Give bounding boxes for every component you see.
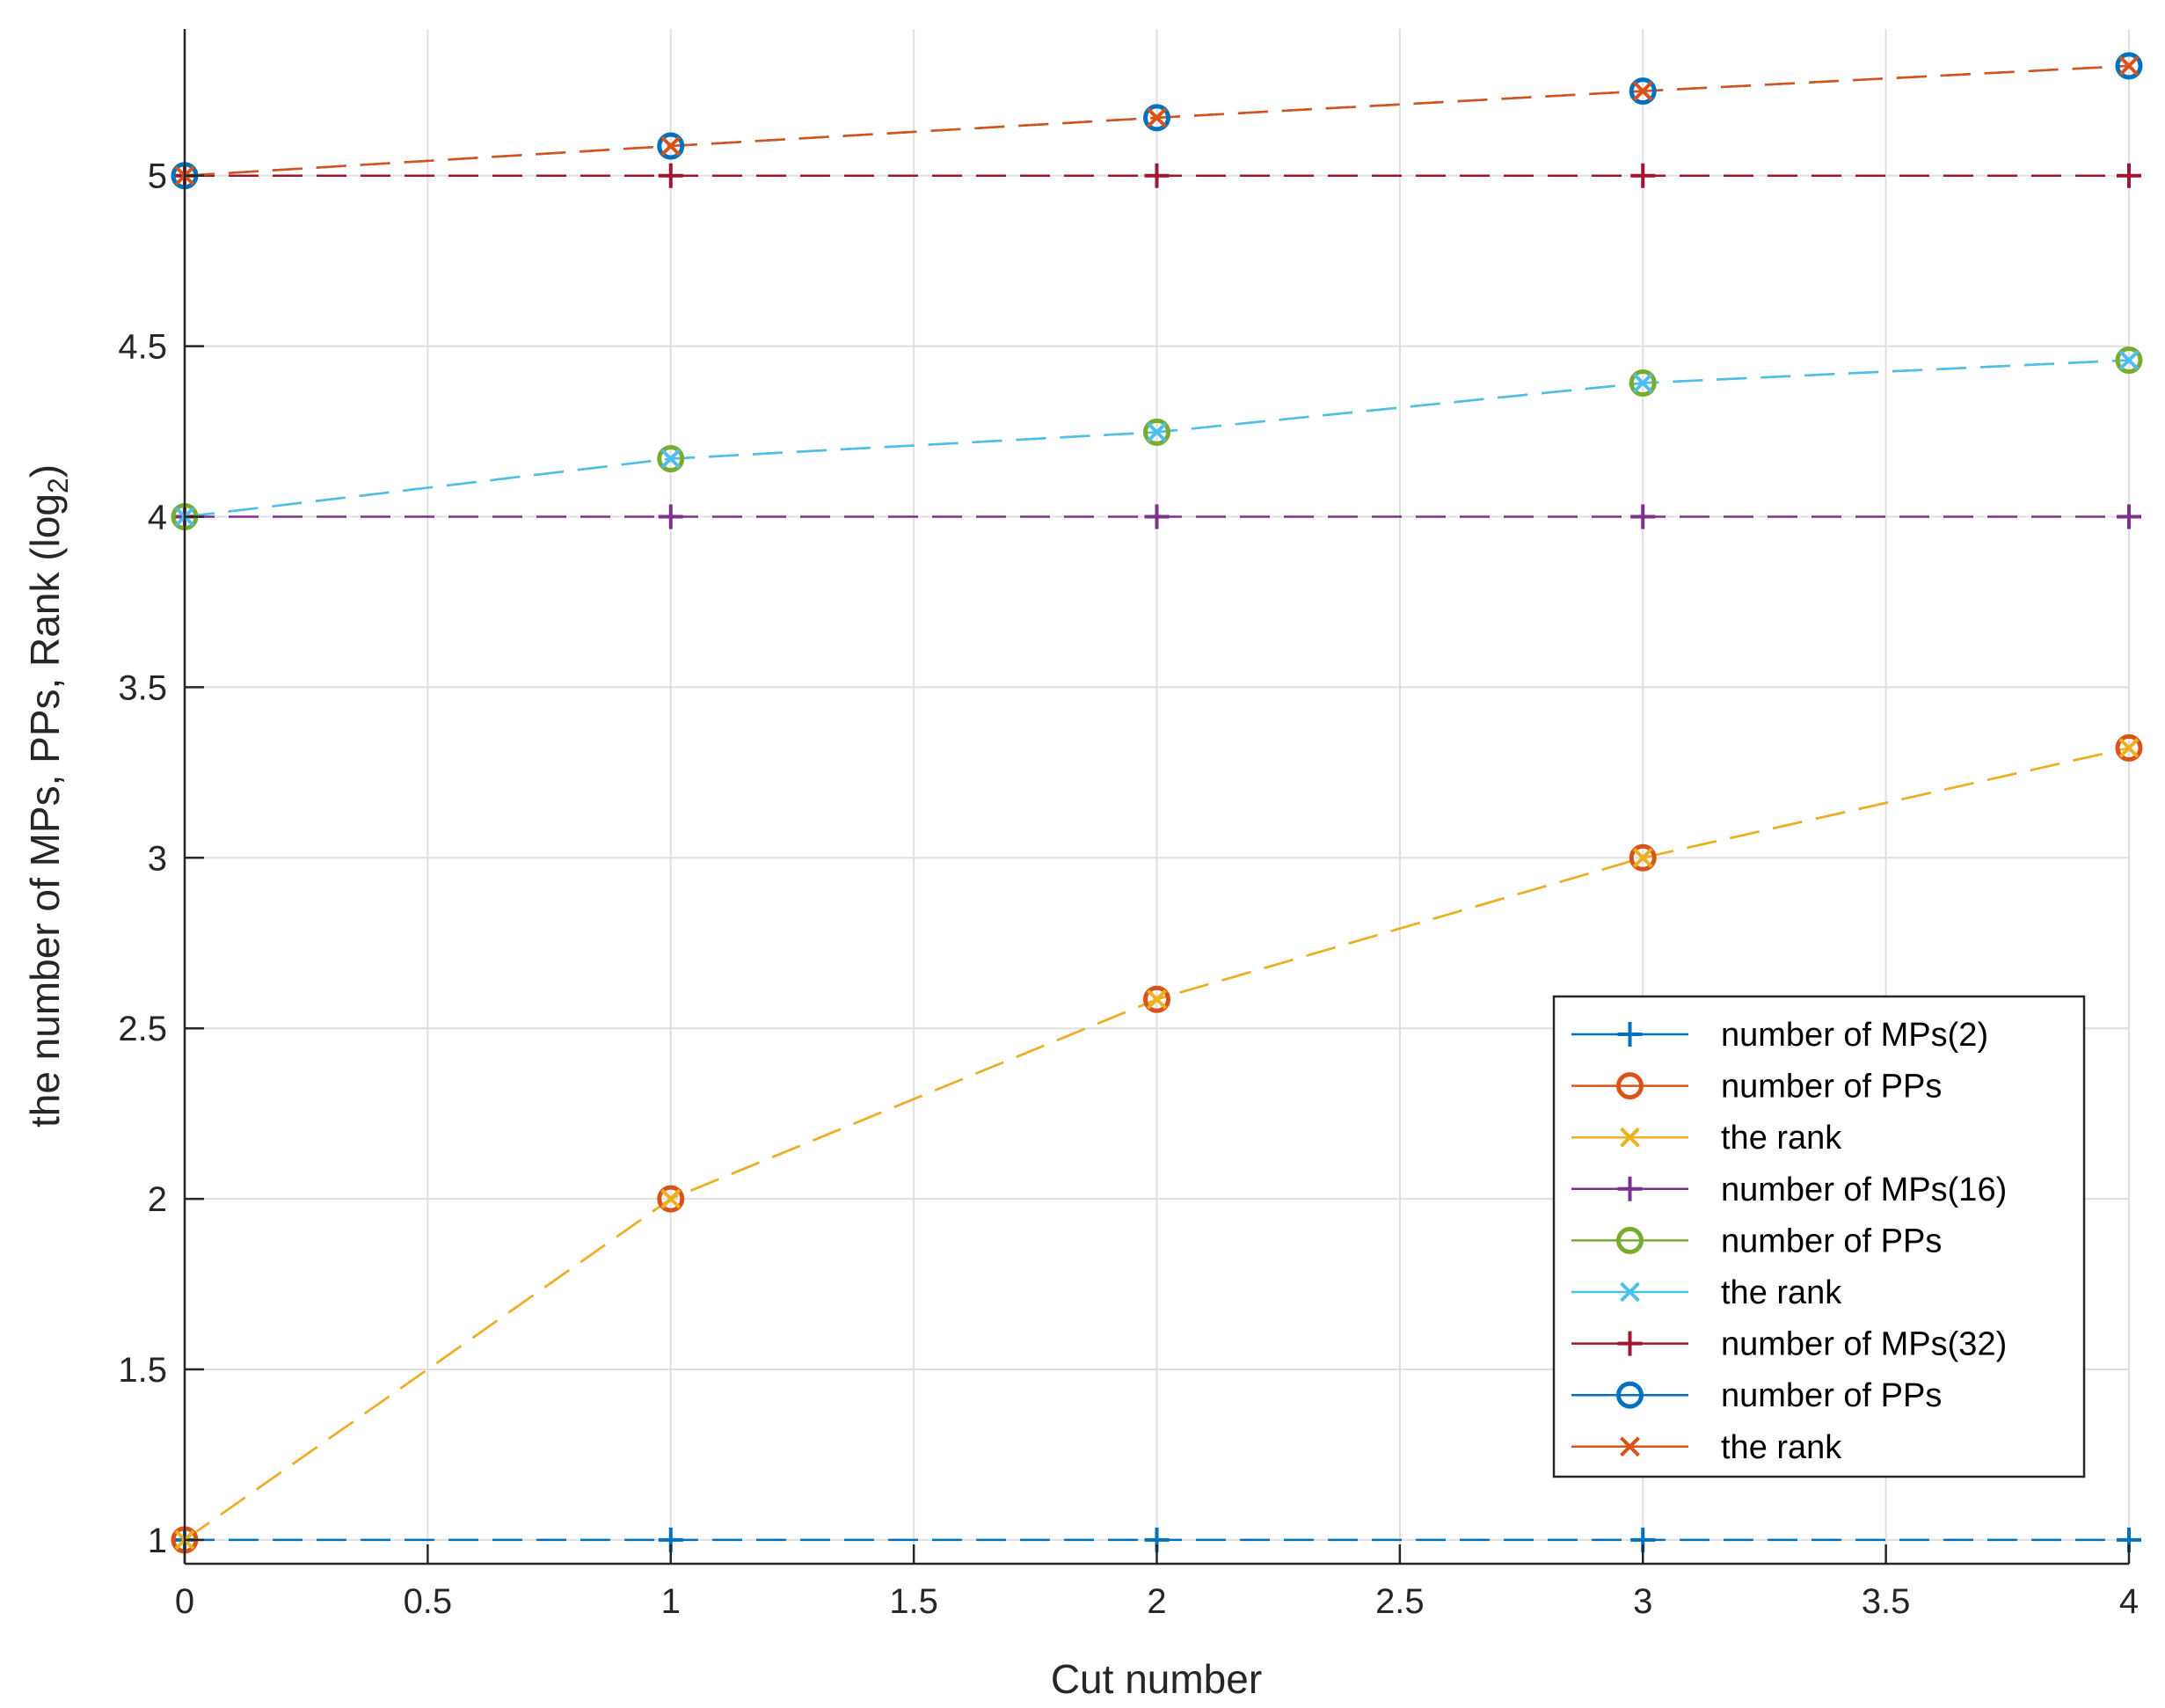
series-point [2115, 52, 2143, 80]
legend-label: number of PPs [1721, 1069, 1942, 1106]
series-point [1147, 989, 1167, 1010]
series-point [1144, 504, 1170, 529]
y-axis-label-subscript: 2 [42, 478, 74, 493]
x-axis-label: Cut number [1051, 1656, 1262, 1702]
series-point [1629, 369, 1657, 398]
legend-label: the rank [1721, 1274, 1842, 1311]
legend-marker [1620, 1127, 1640, 1148]
legend-label: the rank [1721, 1429, 1842, 1466]
y-tick-label: 3 [148, 839, 167, 878]
legend-marker [1620, 1436, 1640, 1457]
x-tick-label: 0 [175, 1582, 194, 1621]
series-point [1630, 163, 1656, 188]
x-tick-label: 2 [1147, 1582, 1166, 1621]
series-point [1143, 418, 1170, 446]
series-point [2118, 738, 2139, 758]
legend-marker [1616, 1072, 1644, 1100]
legend-marker [1617, 1022, 1643, 1047]
series-point [1144, 163, 1170, 188]
x-tick-label: 2.5 [1375, 1582, 1425, 1621]
y-axis-label: the number of MPs, PPs, Rank (log2) [22, 464, 74, 1128]
series-point [2118, 350, 2139, 370]
y-axis-label-main: the number of MPs, PPs, Rank (log [22, 493, 68, 1128]
series-point [2118, 55, 2139, 77]
ticks: 0 0.5 1 1.5 2 2.5 3 3.5 4 1 1.5 2 2.5 3 3.5 4 4.5 5 [118, 157, 2139, 1621]
x-tick-label: 1 [661, 1582, 681, 1621]
legend-marker [1616, 1381, 1644, 1409]
series-point [1629, 843, 1657, 872]
series-point [2115, 734, 2143, 762]
series-point [658, 504, 683, 529]
legend-marker [1616, 1226, 1644, 1254]
series-point [1632, 81, 1653, 101]
legend-marker [1617, 1176, 1643, 1201]
legend-label: number of MPs(16) [1721, 1172, 2007, 1208]
series-point [660, 135, 682, 157]
y-tick-label: 4.5 [118, 328, 167, 367]
series-point [660, 1188, 682, 1209]
series-point [1629, 77, 1657, 106]
series-point [657, 445, 685, 473]
y-tick-label: 3.5 [118, 668, 167, 707]
x-tick-label: 1.5 [889, 1582, 938, 1621]
x-tick-label: 3.5 [1862, 1582, 1911, 1621]
y-axis-label-end: ) [22, 464, 68, 478]
series-point [1147, 421, 1167, 442]
series-point [1632, 373, 1653, 393]
y-tick-label: 1.5 [118, 1351, 167, 1390]
series-point [1147, 107, 1167, 128]
legend-label: number of MPs(2) [1721, 1017, 1988, 1054]
y-tick-label: 2 [148, 1180, 167, 1219]
x-tick-label: 3 [1633, 1582, 1652, 1621]
series-point [2115, 347, 2143, 375]
y-tick-label: 1 [148, 1522, 167, 1560]
series-point [657, 1185, 685, 1213]
x-tick-label: 0.5 [404, 1582, 453, 1621]
legend-marker [1617, 1331, 1643, 1356]
series-point [657, 132, 685, 160]
series-point [658, 163, 683, 188]
series-point [660, 449, 682, 470]
legend-label: the rank [1721, 1120, 1842, 1157]
legend: number of MPs(2) number of PPs the rank num… [1552, 995, 2086, 1478]
y-tick-label: 2.5 [118, 1010, 167, 1048]
series-point [1632, 847, 1653, 868]
legend-label: number of MPs(32) [1721, 1326, 2007, 1363]
y-tick-label: 4 [148, 499, 167, 537]
legend-items: number of MPs(2) number of PPs the rank num… [1571, 1017, 2007, 1466]
series-point [2117, 504, 2141, 529]
legend-label: number of PPs [1721, 1377, 1942, 1414]
series-point [1630, 504, 1656, 529]
x-tick-label: 4 [2119, 1582, 2139, 1621]
series-point [2117, 163, 2141, 188]
legend-marker [1620, 1281, 1640, 1303]
series-point [1143, 104, 1170, 132]
series-point [1143, 985, 1170, 1013]
legend-label: number of PPs [1721, 1223, 1942, 1259]
y-tick-label: 5 [148, 157, 167, 196]
